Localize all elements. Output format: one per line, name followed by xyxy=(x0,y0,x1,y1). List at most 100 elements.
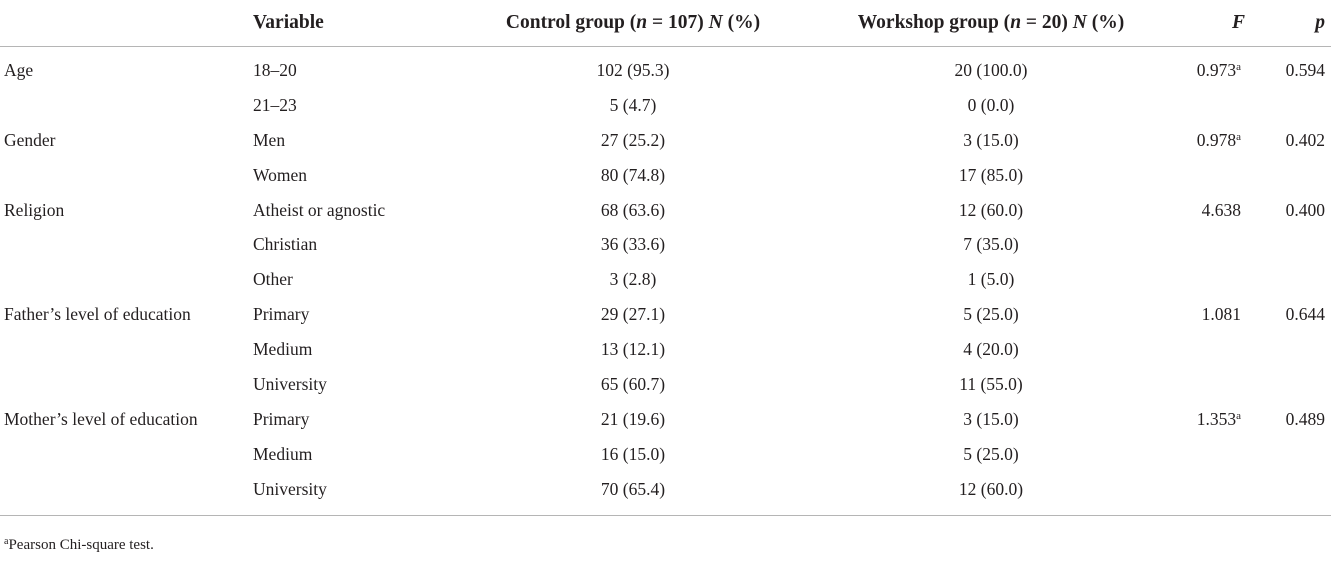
p-value-cell xyxy=(1251,158,1331,193)
variable-level-cell: 21–23 xyxy=(253,94,297,115)
f-value: 0.973 xyxy=(1196,59,1237,80)
header-control-n-symbol: n xyxy=(636,12,648,33)
p-value-cell: 0.644 xyxy=(1285,304,1325,325)
control-group-cell: 27 (25.2) xyxy=(600,129,666,150)
f-statistic-cell: 0.973a xyxy=(1169,47,1251,88)
workshop-group-cell: 12 (60.0) xyxy=(813,471,1169,516)
p-value-cell: 0.400 xyxy=(1285,199,1325,220)
f-statistic-cell xyxy=(1169,158,1251,193)
table-body: Age 18–20 102 (95.3) 20 (100.0) 0.973a 0.594 2… xyxy=(0,47,1331,516)
variable-group-cell: Age xyxy=(4,59,34,80)
header-workshop-main: Workshop group ( xyxy=(857,12,1011,33)
f-statistic-cell: 1.081 xyxy=(1169,297,1251,332)
control-group-cell: 21 (19.6) xyxy=(600,408,666,429)
control-group-cell: 65 (60.7) xyxy=(600,373,666,394)
f-statistic-cell: 4.638 xyxy=(1169,193,1251,228)
workshop-group-cell: 11 (55.0) xyxy=(959,373,1023,394)
header-workshop-group: Workshop group (n = 20) N (%) xyxy=(813,0,1169,47)
table-row: Mother’s level of education Primary 21 (19… xyxy=(0,402,1331,437)
f-statistic-cell xyxy=(1169,262,1251,297)
table-row: Religion Atheist or agnostic 68 (63.6) 12 (… xyxy=(0,193,1331,228)
table-row: Gender Men 27 (25.2) 3 (15.0) 0.978a 0.402 xyxy=(0,123,1331,158)
variable-group-cell: Religion xyxy=(4,199,65,220)
variable-level-cell: Medium xyxy=(253,339,313,360)
header-control-percent: (%) xyxy=(722,12,761,33)
p-value-cell xyxy=(1251,88,1331,123)
header-p-symbol: p xyxy=(1315,12,1325,33)
p-value-cell xyxy=(1251,437,1331,472)
variable-level-cell: Christian xyxy=(253,234,318,255)
table-row: Medium 13 (12.1) 4 (20.0) xyxy=(0,332,1331,367)
f-value: 1.081 xyxy=(1201,304,1241,325)
variable-group-cell: Mother’s level of education xyxy=(4,408,198,429)
variable-group-cell: Father’s level of education xyxy=(4,304,191,325)
header-workshop-n-symbol: n xyxy=(1010,12,1022,33)
table-row: Other 3 (2.8) 1 (5.0) xyxy=(0,262,1331,297)
header-control-n-value: = 107) xyxy=(647,12,709,33)
p-value-cell xyxy=(1251,227,1331,262)
control-group-cell: 80 (74.8) xyxy=(600,164,666,185)
variable-group-cell xyxy=(0,88,253,123)
workshop-group-cell: 5 (25.0) xyxy=(963,443,1019,464)
f-value: 4.638 xyxy=(1201,199,1241,220)
p-value-cell: 0.402 xyxy=(1285,129,1325,150)
variable-group-cell xyxy=(0,437,253,472)
header-group-cell xyxy=(0,0,253,47)
table-row: 21–23 5 (4.7) 0 (0.0) xyxy=(0,88,1331,123)
f-statistic-cell xyxy=(1169,437,1251,472)
variable-group-cell xyxy=(0,158,253,193)
workshop-group-cell: 17 (85.0) xyxy=(958,164,1024,185)
header-workshop-percent: (%) xyxy=(1086,12,1125,33)
p-value-cell: 0.594 xyxy=(1285,59,1325,80)
control-group-cell: 5 (4.7) xyxy=(609,94,657,115)
header-control-N-symbol: N xyxy=(708,12,723,33)
f-statistic-cell xyxy=(1169,332,1251,367)
f-statistic-cell xyxy=(1169,88,1251,123)
variable-level-cell: Atheist or agnostic xyxy=(253,199,386,220)
header-variable: Variable xyxy=(253,0,453,47)
table-row: Father’s level of education Primary 29 (27… xyxy=(0,297,1331,332)
f-statistic-cell xyxy=(1169,367,1251,402)
workshop-group-cell: 0 (0.0) xyxy=(967,94,1015,115)
variable-group-cell: Gender xyxy=(4,129,56,150)
f-footnote-marker: a xyxy=(1236,130,1241,143)
header-workshop-n-value: = 20) xyxy=(1021,12,1073,33)
header-f-statistic: F xyxy=(1169,0,1251,47)
variable-level-cell: University xyxy=(253,471,453,516)
header-workshop-N-symbol: N xyxy=(1072,12,1087,33)
variable-level-cell: University xyxy=(253,373,327,394)
variable-group-cell xyxy=(0,332,253,367)
control-group-cell: 3 (2.8) xyxy=(609,269,657,290)
variable-level-cell: 18–20 xyxy=(253,59,297,80)
workshop-group-cell: 3 (15.0) xyxy=(963,408,1019,429)
table-header: Variable Control group (n = 107) N (%) W… xyxy=(0,0,1331,47)
workshop-group-cell: 12 (60.0) xyxy=(958,199,1024,220)
table-row: University 70 (65.4) 12 (60.0) xyxy=(0,471,1331,516)
demographics-table: Variable Control group (n = 107) N (%) W… xyxy=(0,0,1331,516)
variable-group-cell xyxy=(0,262,253,297)
workshop-group-cell: 3 (15.0) xyxy=(963,129,1019,150)
control-group-cell: 102 (95.3) xyxy=(596,59,670,80)
workshop-group-cell: 20 (100.0) xyxy=(954,59,1028,80)
workshop-group-cell: 5 (25.0) xyxy=(963,304,1019,325)
f-statistic-cell xyxy=(1169,227,1251,262)
table-row: Women 80 (74.8) 17 (85.0) xyxy=(0,158,1331,193)
p-value-cell xyxy=(1251,332,1331,367)
header-p-value: p xyxy=(1251,0,1331,47)
f-value: 1.353 xyxy=(1196,408,1237,429)
p-value-cell xyxy=(1251,367,1331,402)
control-group-cell: 70 (65.4) xyxy=(453,471,813,516)
f-footnote-marker: a xyxy=(1236,60,1241,73)
workshop-group-cell: 1 (5.0) xyxy=(967,269,1015,290)
variable-group-cell xyxy=(0,227,253,262)
variable-group-cell xyxy=(0,471,253,516)
table-row: Christian 36 (33.6) 7 (35.0) xyxy=(0,227,1331,262)
variable-level-cell: Men xyxy=(253,129,286,150)
f-statistic-cell: 0.978a xyxy=(1169,123,1251,158)
header-row: Variable Control group (n = 107) N (%) W… xyxy=(0,0,1331,47)
table-row: Medium 16 (15.0) 5 (25.0) xyxy=(0,437,1331,472)
header-control-group: Control group (n = 107) N (%) xyxy=(453,0,813,47)
control-group-cell: 13 (12.1) xyxy=(600,339,666,360)
variable-level-cell: Women xyxy=(253,164,307,185)
f-statistic-cell: 1.353a xyxy=(1169,402,1251,437)
